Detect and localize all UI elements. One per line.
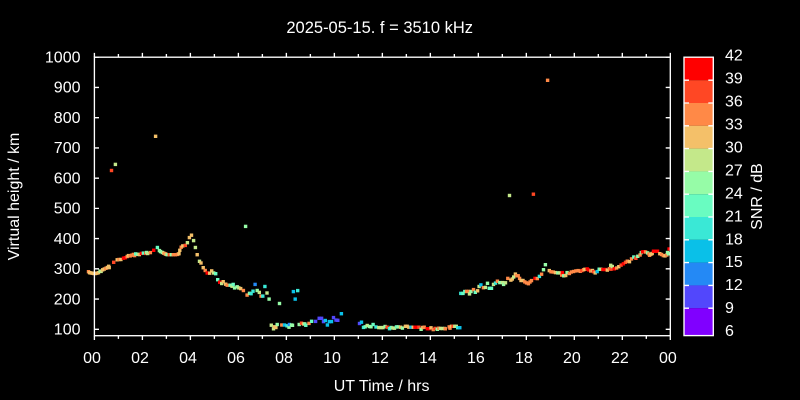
- svg-text:10: 10: [323, 350, 341, 367]
- svg-text:SNR / dB: SNR / dB: [749, 163, 766, 230]
- svg-text:14: 14: [419, 350, 437, 367]
- svg-text:06: 06: [227, 350, 245, 367]
- svg-text:24: 24: [725, 185, 743, 202]
- svg-text:400: 400: [54, 231, 81, 248]
- svg-text:16: 16: [467, 350, 485, 367]
- svg-text:12: 12: [371, 350, 389, 367]
- svg-text:UT Time / hrs: UT Time / hrs: [334, 378, 430, 395]
- svg-text:18: 18: [725, 231, 743, 248]
- svg-text:08: 08: [275, 350, 293, 367]
- svg-text:00: 00: [659, 350, 677, 367]
- svg-text:Virtual height / km: Virtual height / km: [6, 133, 23, 261]
- svg-text:100: 100: [54, 322, 81, 339]
- svg-text:12: 12: [725, 277, 743, 294]
- svg-text:2025-05-15. f = 3510 kHz: 2025-05-15. f = 3510 kHz: [286, 19, 473, 37]
- svg-text:900: 900: [54, 80, 81, 97]
- svg-text:600: 600: [54, 170, 81, 187]
- svg-text:200: 200: [54, 291, 81, 308]
- svg-text:800: 800: [54, 110, 81, 127]
- svg-text:700: 700: [54, 140, 81, 157]
- svg-text:02: 02: [131, 350, 149, 367]
- svg-text:04: 04: [179, 350, 197, 367]
- svg-text:15: 15: [725, 254, 743, 271]
- svg-text:00: 00: [83, 350, 101, 367]
- svg-text:39: 39: [725, 71, 743, 88]
- svg-text:33: 33: [725, 117, 743, 134]
- svg-text:500: 500: [54, 201, 81, 218]
- svg-text:30: 30: [725, 140, 743, 157]
- svg-text:36: 36: [725, 94, 743, 111]
- svg-text:20: 20: [563, 350, 581, 367]
- svg-text:9: 9: [725, 300, 734, 317]
- svg-text:21: 21: [725, 208, 743, 225]
- svg-text:18: 18: [515, 350, 533, 367]
- svg-text:42: 42: [725, 48, 743, 65]
- svg-text:1000: 1000: [45, 49, 81, 66]
- svg-text:300: 300: [54, 261, 81, 278]
- svg-text:27: 27: [725, 162, 743, 179]
- svg-text:6: 6: [725, 323, 734, 340]
- svg-text:22: 22: [611, 350, 629, 367]
